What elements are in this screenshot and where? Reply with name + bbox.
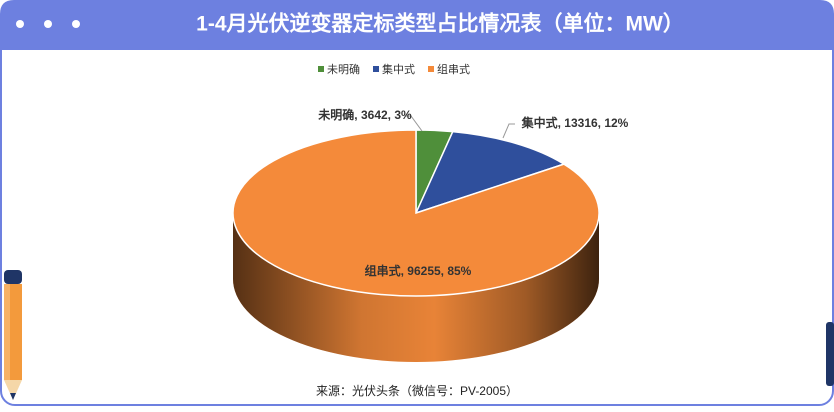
legend-swatch xyxy=(318,66,324,72)
dot xyxy=(16,20,24,28)
legend-swatch xyxy=(428,66,434,72)
data-label: 组串式, 96255, 85% xyxy=(365,263,472,278)
dot xyxy=(72,20,80,28)
legend-label: 集中式 xyxy=(382,62,415,76)
pencil xyxy=(4,270,22,400)
dot xyxy=(44,20,52,28)
slice xyxy=(232,129,600,297)
legend-label: 未明确 xyxy=(327,63,360,76)
slice-side-shade xyxy=(233,213,599,362)
source-note: 来源：光伏头条（微信号：PV-2005） xyxy=(316,384,518,398)
data-label: 未明确, 3642, 3% xyxy=(317,107,412,122)
leader-line xyxy=(405,115,423,132)
leader-line xyxy=(502,123,515,139)
slice xyxy=(414,130,566,215)
legend-swatch xyxy=(373,66,379,72)
legend-label: 组串式 xyxy=(437,62,470,76)
data-label: 集中式, 13316, 12% xyxy=(521,115,629,130)
header-bar xyxy=(0,0,834,50)
chart-title: 1-4月光伏逆变器定标类型占比情况表（单位：MW） xyxy=(196,12,684,36)
side-tab xyxy=(826,322,834,386)
